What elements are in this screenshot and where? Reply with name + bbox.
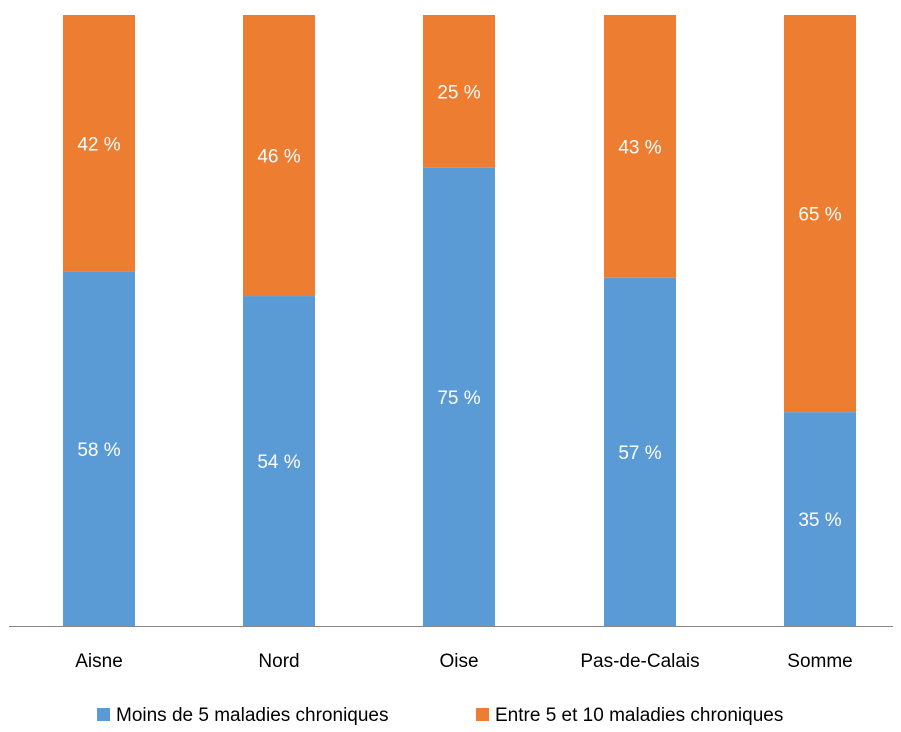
x-tick-label: Nord [258,651,299,672]
legend-label: Entre 5 et 10 maladies chroniques [495,705,783,726]
bar-moins-5-oise [423,167,495,626]
bar-entre-5-10-pas-de-calais [604,15,676,278]
data-label: 58 % [77,440,120,461]
bar-moins-5-aisne [63,271,135,626]
data-label: 46 % [257,147,300,168]
legend: Moins de 5 maladies chroniques Entre 5 et… [97,705,783,726]
data-label: 54 % [257,452,300,473]
bar-entre-5-10-oise [423,15,495,168]
data-label: 57 % [618,443,661,464]
data-label: 65 % [798,205,841,226]
data-label: 75 % [437,388,480,409]
data-label: 35 % [798,510,841,531]
x-tick-label: Aisne [75,651,123,672]
data-labels-layer: 58 % 42 % 54 % 46 % 75 % 25 % 57 % 43 % 35 % 65 % [77,82,841,531]
legend-swatch [97,708,110,721]
bar-entre-5-10-aisne [63,15,135,272]
legend-swatch [476,708,489,721]
bar-moins-5-pas-de-calais [604,277,676,626]
data-label: 25 % [437,82,480,103]
bars-layer [63,15,856,626]
x-tick-labels: Aisne Nord Oise Pas-de-Calais Somme [75,651,853,672]
x-tick-label: Somme [787,651,852,672]
x-tick-label: Oise [439,651,478,672]
bar-entre-5-10-nord [243,15,315,297]
bar-moins-5-somme [784,412,856,626]
bar-entre-5-10-somme [784,15,856,413]
data-label: 42 % [77,134,120,155]
data-label: 43 % [618,137,661,158]
bar-moins-5-nord [243,296,315,626]
legend-label: Moins de 5 maladies chroniques [116,705,389,726]
x-tick-label: Pas-de-Calais [580,651,699,672]
